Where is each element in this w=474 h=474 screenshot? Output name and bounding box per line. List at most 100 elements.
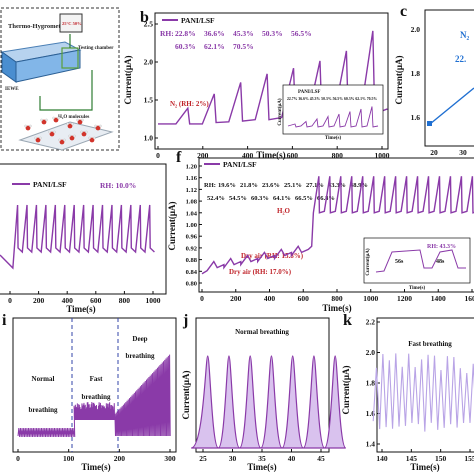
panel-i-x-tick-label: 200 — [114, 454, 126, 463]
panel-f-rh-prefix: RH: — [204, 182, 216, 189]
panel-f-y-tick-label: 0.92 — [186, 245, 197, 252]
panel-letter-j: j — [182, 312, 188, 329]
panel-e-x-tick-label: 1000 — [146, 296, 161, 305]
panel-f-rh-label: 66.5% — [295, 195, 313, 202]
panel-k-title: Fast breathing — [408, 340, 452, 348]
panel-f-ylabel: Current(μA) — [167, 202, 177, 251]
panel-j-x-tick-label: 30 — [229, 454, 237, 463]
panel-b-inset-xlabel: Time(s) — [325, 136, 342, 141]
panel-f-y-tick-label: 1.12 — [186, 187, 197, 194]
panel-c-ytick-0: 1.6 — [411, 113, 421, 122]
panel-f-y-tick-label: 1.04 — [186, 210, 198, 217]
hydrogen-atom — [93, 137, 95, 139]
panel-k-x-tick-label: 155 — [464, 454, 474, 463]
panel-i-deep-2: breathing — [125, 352, 155, 360]
hydrogen-atom — [69, 135, 71, 137]
panel-f-x-tick-label: 400 — [264, 294, 276, 303]
hydrogen-atom — [29, 125, 31, 127]
panel-e-xlabel: Time(s) — [66, 304, 95, 314]
panel-i-normal-1: Normal — [32, 375, 55, 383]
panel-j-x-tick-label: 45 — [317, 454, 325, 463]
panel-f-x-tick-label: 800 — [331, 294, 343, 303]
panel-k-y-tick-label: 2.0 — [366, 348, 376, 357]
panel-f-rh-label: 21.8% — [240, 182, 258, 189]
panel-f-dry2: Dry air (RH: 17.0%) — [229, 268, 292, 276]
panel-f-inset-t1: 56s — [395, 259, 404, 265]
panel-c-text-val: 22. — [455, 54, 466, 64]
label-chamber: Testing chamber — [78, 46, 114, 51]
panel-b-x-tick-label: 1000 — [375, 151, 390, 160]
panel-letter-f: f — [176, 149, 182, 166]
panel-j-x-tick-label: 40 — [288, 454, 296, 463]
panel-j-x-tick-label: 35 — [258, 454, 266, 463]
panel-f-x-tick-label: 0 — [200, 294, 204, 303]
panel-b-rh-1: 22.8% — [175, 29, 196, 38]
panel-b-n2-note: N₂ (RH: 2%) — [170, 100, 209, 108]
panel-k-ylabel: Current(μA) — [341, 366, 351, 415]
panel-e: PANI/LSF RH: 10.0% Time(s) 0 200 400 600 800… — [0, 164, 166, 314]
panel-f-inset-xlabel: Time(s) — [409, 286, 426, 291]
panel-b-inset-legend: PANI/LSF — [298, 90, 320, 95]
panel-f-y-tick-label: 1.20 — [186, 164, 197, 171]
panel-f-h2o: H₂O — [277, 207, 291, 215]
panel-c-point — [427, 121, 432, 126]
hydrogen-atom — [53, 131, 55, 133]
panel-k-x-tick-label: 140 — [376, 454, 388, 463]
panel-f-xticks: 02004006008001000120014001600 — [200, 289, 474, 303]
panel-b-rh-6: 60.3% — [175, 42, 196, 51]
panel-b: b Current(μA) Time(s) PANI/LSF RH: 22.8%… — [123, 9, 390, 160]
panel-b-x-tick-label: 800 — [332, 151, 344, 160]
panel-a-schematic: Thermo-Hygrometer 25°C 50% Testing chamb… — [1, 8, 119, 150]
panel-i: i Normal breathing Fast breathing Deep b… — [2, 312, 176, 472]
panel-f-legend: PANI/LSF — [223, 160, 257, 169]
panel-b-rh-2: 36.6% — [204, 29, 225, 38]
panel-j-xticks: 25 30 35 40 45 — [199, 449, 325, 463]
panel-b-x-tick-label: 600 — [287, 151, 299, 160]
hydrogen-atom — [89, 137, 91, 139]
panel-f-rh-label: 48.9% — [350, 182, 368, 189]
panel-k-y-tick-label: 1.8 — [366, 379, 376, 388]
panel-c-ytick-2: 2.0 — [411, 25, 421, 34]
panel-e-x-tick-label: 400 — [62, 296, 74, 305]
panel-b-y-tick-label: 2.0 — [144, 58, 154, 67]
panel-i-normal-2: breathing — [28, 406, 58, 414]
panel-f-rh-label: 25.1% — [284, 182, 302, 189]
hydrogen-atom — [35, 137, 37, 139]
panel-f-inset-rh: RH: 43.3% — [427, 244, 456, 250]
panel-f-y-tick-label: 0.88 — [186, 257, 198, 264]
panel-c-text-n2: N₂ — [460, 30, 469, 40]
panel-k-yticks: 1.41.61.82.02.2 — [366, 318, 380, 449]
hydrogen-atom — [63, 139, 65, 141]
panel-f-rh-label: 60.3% — [251, 195, 269, 202]
panel-c-ylabel: Current(μA) — [394, 56, 404, 105]
hydrogen-atom — [67, 123, 69, 125]
panel-f-x-tick-label: 1400 — [431, 294, 446, 303]
hydrogen-atom — [85, 131, 87, 133]
panel-b-rh-5: 56.5% — [291, 29, 312, 38]
panel-letter-k: k — [343, 312, 352, 329]
panel-f-inset-t2: 48s — [436, 259, 445, 265]
panel-b-x-tick-label: 400 — [242, 151, 254, 160]
panel-f-y-tick-label: 1.16 — [186, 175, 198, 182]
panel-b-y-tick-label: 1.5 — [144, 96, 154, 105]
panel-letter-i: i — [2, 312, 7, 329]
panel-i-x-tick-label: 0 — [16, 454, 20, 463]
panel-i-xticks: 0 100 200 300 — [16, 449, 176, 463]
panel-k-xlabel: Time(s) — [410, 462, 439, 472]
panel-f-rh-label: 52.4% — [207, 195, 225, 202]
panel-f-x-tick-label: 600 — [298, 294, 310, 303]
panel-k: k Current(μA) Fast breathing Time(s) 140… — [341, 312, 474, 472]
panel-f-rh-label: 27.1% — [306, 182, 324, 189]
panel-e-xticks: 0 200 400 600 800 1000 — [8, 291, 161, 305]
panel-f: f Current(μA) Time(s) PANI/LSF RH: 19.6%… — [167, 149, 474, 313]
panel-f-rh-labels: 19.6% 21.8% 23.6% 25.1% 27.1% 43.3% 48.9% 52.4%… — [207, 182, 368, 202]
panel-j: j Current(μA) Normal breathing Time(s) 2… — [181, 312, 346, 472]
panel-b-inset-ylabel: Current(μA) — [278, 98, 283, 126]
panel-c-ytick-1: 1.8 — [411, 69, 421, 78]
hydrogen-atom — [39, 137, 41, 139]
panel-letter-c: c — [400, 3, 407, 20]
panel-i-x-tick-label: 100 — [63, 454, 75, 463]
panel-k-y-tick-label: 1.4 — [366, 440, 376, 449]
label-water: H₂O molecules — [58, 115, 89, 120]
